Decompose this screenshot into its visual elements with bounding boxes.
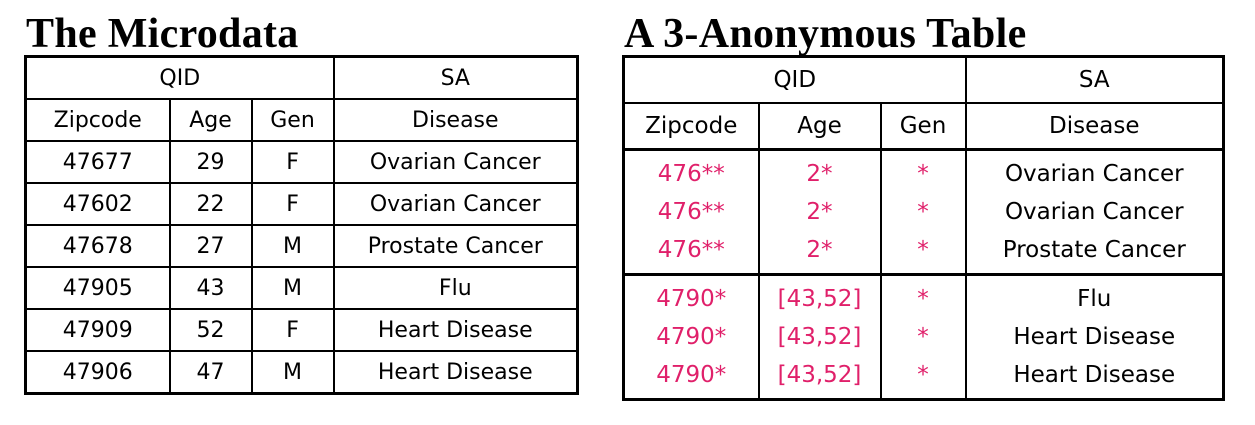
table-row: 4790* [43,52] * Flu — [622, 273, 1225, 318]
table-row: 4790* [43,52] * Heart Disease — [622, 356, 1225, 401]
microdata-table: QID SA Zipcode Age Gen Disease 47677 29 … — [24, 55, 580, 395]
gen-cell: * — [879, 273, 967, 318]
zipcode-cell: 47677 — [24, 140, 171, 184]
column-header-row: Zipcode Age Gen Disease — [622, 102, 1225, 151]
table-row: 47906 47 M Heart Disease — [24, 350, 579, 395]
disease-cell: Ovarian Cancer — [332, 140, 579, 184]
gen-cell: * — [879, 148, 967, 193]
gen-header: Gen — [250, 98, 335, 142]
zipcode-cell: 47905 — [24, 266, 171, 310]
table-row: 47677 29 F Ovarian Cancer — [24, 140, 579, 184]
zipcode-header: Zipcode — [622, 102, 760, 151]
table-row: 47909 52 F Heart Disease — [24, 308, 579, 352]
disease-cell: Flu — [964, 273, 1225, 318]
gen-header: Gen — [879, 102, 967, 151]
age-cell: 27 — [168, 224, 253, 268]
disease-cell: Prostate Cancer — [964, 231, 1225, 276]
zipcode-cell: 4790* — [622, 318, 760, 356]
gen-cell: * — [879, 356, 967, 401]
age-cell: 47 — [168, 350, 253, 395]
age-header: Age — [168, 98, 253, 142]
group-header-row: QID SA — [24, 55, 579, 100]
table-row: 4790* [43,52] * Heart Disease — [622, 318, 1225, 356]
disease-cell: Flu — [332, 266, 579, 310]
disease-cell: Ovarian Cancer — [332, 182, 579, 226]
age-header: Age — [757, 102, 882, 151]
microdata-title: The Microdata — [26, 11, 299, 57]
age-cell: 22 — [168, 182, 253, 226]
disease-cell: Heart Disease — [964, 356, 1225, 401]
anonymous-table-title: A 3-Anonymous Table — [624, 11, 1027, 57]
gen-cell: * — [879, 318, 967, 356]
group-header-row: QID SA — [622, 55, 1225, 104]
disease-header: Disease — [332, 98, 579, 142]
zipcode-cell: 4790* — [622, 273, 760, 318]
age-cell: [43,52] — [757, 273, 882, 318]
age-cell: 2* — [757, 231, 882, 276]
table-row: 476** 2* * Prostate Cancer — [622, 231, 1225, 276]
disease-cell: Heart Disease — [964, 318, 1225, 356]
gen-cell: M — [250, 224, 335, 268]
table-row: 476** 2* * Ovarian Cancer — [622, 148, 1225, 193]
table-row: 47905 43 M Flu — [24, 266, 579, 310]
disease-cell: Ovarian Cancer — [964, 148, 1225, 193]
zipcode-cell: 476** — [622, 148, 760, 193]
table-row: 47602 22 F Ovarian Cancer — [24, 182, 579, 226]
age-cell: 2* — [757, 148, 882, 193]
qid-header: QID — [622, 55, 967, 104]
zipcode-cell: 476** — [622, 193, 760, 231]
gen-cell: F — [250, 182, 335, 226]
column-header-row: Zipcode Age Gen Disease — [24, 98, 579, 142]
gen-cell: F — [250, 140, 335, 184]
age-cell: 52 — [168, 308, 253, 352]
age-cell: 43 — [168, 266, 253, 310]
disease-cell: Heart Disease — [332, 308, 579, 352]
qid-header: QID — [24, 55, 335, 100]
disease-cell: Ovarian Cancer — [964, 193, 1225, 231]
age-cell: 2* — [757, 193, 882, 231]
age-cell: [43,52] — [757, 356, 882, 401]
zipcode-cell: 47909 — [24, 308, 171, 352]
zipcode-cell: 4790* — [622, 356, 760, 401]
table-row: 47678 27 M Prostate Cancer — [24, 224, 579, 268]
age-cell: [43,52] — [757, 318, 882, 356]
zipcode-cell: 47602 — [24, 182, 171, 226]
gen-cell: * — [879, 231, 967, 276]
gen-cell: M — [250, 266, 335, 310]
age-cell: 29 — [168, 140, 253, 184]
sa-header: SA — [332, 55, 579, 100]
sa-header: SA — [964, 55, 1225, 104]
gen-cell: M — [250, 350, 335, 395]
disease-cell: Heart Disease — [332, 350, 579, 395]
gen-cell: * — [879, 193, 967, 231]
zipcode-cell: 47678 — [24, 224, 171, 268]
table-row: 476** 2* * Ovarian Cancer — [622, 193, 1225, 231]
disease-header: Disease — [964, 102, 1225, 151]
anonymous-table: QID SA Zipcode Age Gen Disease 476** 2* … — [622, 55, 1226, 401]
zipcode-cell: 47906 — [24, 350, 171, 395]
disease-cell: Prostate Cancer — [332, 224, 579, 268]
gen-cell: F — [250, 308, 335, 352]
zipcode-cell: 476** — [622, 231, 760, 276]
zipcode-header: Zipcode — [24, 98, 171, 142]
